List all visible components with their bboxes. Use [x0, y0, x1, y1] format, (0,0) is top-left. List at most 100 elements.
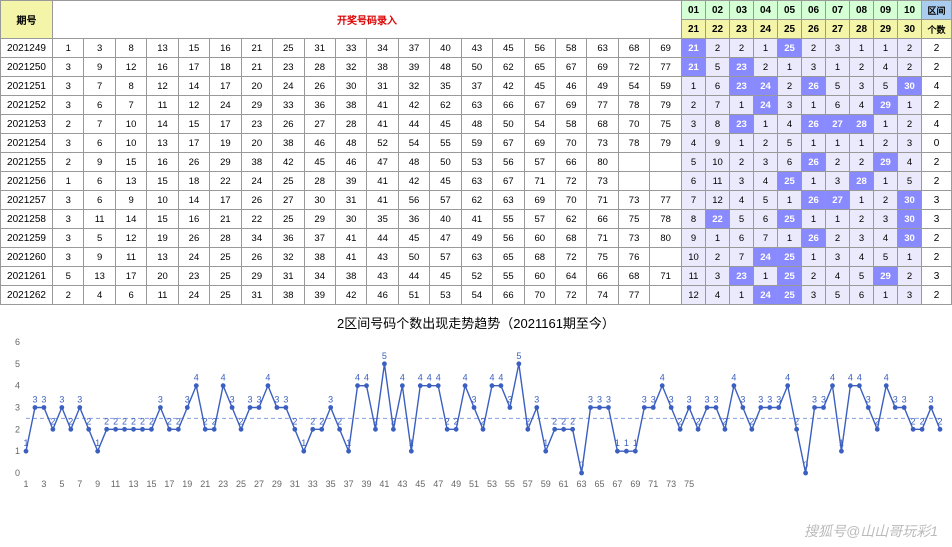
draw-cell: 46: [556, 77, 587, 96]
draw-cell: 9: [84, 153, 115, 172]
zone-cell: 3: [898, 134, 922, 153]
svg-text:3: 3: [41, 395, 46, 405]
draw-cell: 66: [493, 286, 524, 305]
table-row: 2021260391113242526323841435057636568727…: [1, 248, 952, 267]
svg-text:69: 69: [630, 479, 640, 489]
draw-cell: 12: [147, 77, 178, 96]
draw-cell: 38: [335, 96, 366, 115]
draw-cell: 26: [178, 153, 209, 172]
svg-text:1: 1: [15, 446, 20, 456]
svg-text:2: 2: [911, 416, 916, 426]
svg-text:3: 3: [507, 395, 512, 405]
draw-cell: 2: [53, 286, 84, 305]
svg-text:1: 1: [301, 438, 306, 448]
zone-cell: 2: [802, 39, 826, 58]
draw-cell: 32: [335, 58, 366, 77]
draw-cell: 48: [335, 134, 366, 153]
draw-cell: 73: [618, 229, 649, 248]
svg-text:4: 4: [489, 373, 494, 383]
zone-hit-cell: 24: [754, 286, 778, 305]
draw-cell: 13: [147, 134, 178, 153]
draw-cell: 29: [210, 153, 241, 172]
draw-cell: 79: [650, 134, 682, 153]
draw-cell: 58: [556, 39, 587, 58]
draw-cell: 45: [524, 77, 555, 96]
zone-cell: 1: [850, 134, 874, 153]
zone-hit-cell: 27: [826, 115, 850, 134]
svg-text:3: 3: [328, 395, 333, 405]
zone-cell: 1: [802, 210, 826, 229]
table-body: 2021249138131516212531333437404345565863…: [1, 39, 952, 305]
zone-cell: 10: [682, 248, 706, 267]
draw-cell: 41: [367, 172, 398, 191]
draw-cell: 11: [147, 96, 178, 115]
zone-cell: 6: [850, 286, 874, 305]
svg-text:2: 2: [149, 416, 154, 426]
svg-text:3: 3: [597, 395, 602, 405]
draw-cell: 60: [524, 267, 555, 286]
svg-text:0: 0: [15, 468, 20, 478]
header-row-1: 期号 开奖号码录入 01 02 03 04 05 06 07 08 09 10 …: [1, 1, 952, 20]
zone-cell: 4: [706, 286, 730, 305]
svg-text:3: 3: [274, 395, 279, 405]
draw-cell: 57: [430, 248, 461, 267]
draw-cell: 27: [273, 191, 304, 210]
draw-cell: 17: [210, 191, 241, 210]
svg-text:2: 2: [167, 416, 172, 426]
draw-cell: 3: [53, 210, 84, 229]
zone-cell: 2: [826, 229, 850, 248]
svg-text:3: 3: [77, 395, 82, 405]
svg-text:3: 3: [713, 395, 718, 405]
svg-text:3: 3: [866, 395, 871, 405]
zone-hit-cell: 26: [802, 115, 826, 134]
draw-cell: 25: [273, 39, 304, 58]
draw-cell: 38: [273, 286, 304, 305]
draw-cell: 29: [304, 210, 335, 229]
draw-cell: 12: [115, 58, 146, 77]
draw-cell: 41: [367, 191, 398, 210]
draw-cell: 77: [618, 286, 649, 305]
zone-cell: 1: [706, 229, 730, 248]
draw-cell: 2: [53, 153, 84, 172]
draw-cell: 42: [335, 286, 366, 305]
draw-cell: 24: [241, 172, 272, 191]
draw-cell: 58: [556, 115, 587, 134]
draw-cell: 31: [241, 286, 272, 305]
draw-cell: 17: [115, 267, 146, 286]
zone-cell: 1: [826, 210, 850, 229]
zone-cell: 3: [874, 210, 898, 229]
draw-cell: 57: [524, 153, 555, 172]
chart-title: 2区间号码个数出现走势趋势（2021161期至今）: [0, 313, 952, 332]
svg-text:4: 4: [731, 373, 736, 383]
svg-text:7: 7: [77, 479, 82, 489]
draw-cell: 31: [304, 39, 335, 58]
draw-cell: 69: [524, 134, 555, 153]
svg-text:4: 4: [15, 381, 20, 391]
draw-cell: 55: [493, 267, 524, 286]
draw-cell: 77: [650, 191, 682, 210]
svg-text:2: 2: [570, 416, 575, 426]
svg-text:5: 5: [59, 479, 64, 489]
draw-cell: 42: [273, 153, 304, 172]
draw-cell: 66: [493, 96, 524, 115]
draw-cell: 25: [273, 210, 304, 229]
draw-cell: 78: [618, 134, 649, 153]
table-row: 2021259351219262834363741444547495660687…: [1, 229, 952, 248]
draw-cell: 36: [398, 210, 429, 229]
draw-cell: 67: [493, 172, 524, 191]
zone-cell: 5: [850, 267, 874, 286]
draw-cell: 43: [461, 39, 492, 58]
lottery-table-container: 期号 开奖号码录入 01 02 03 04 05 06 07 08 09 10 …: [0, 0, 952, 305]
svg-text:2: 2: [722, 416, 727, 426]
period-cell: 2021255: [1, 153, 53, 172]
table-row: 2021250391216171821232832383948506265676…: [1, 58, 952, 77]
sub-col-30: 30: [898, 20, 922, 39]
draw-cell: [618, 172, 649, 191]
zone-cell: 5: [682, 153, 706, 172]
draw-cell: 59: [461, 134, 492, 153]
zone-cell: 11: [682, 267, 706, 286]
svg-text:31: 31: [290, 479, 300, 489]
svg-text:1: 1: [346, 438, 351, 448]
svg-text:3: 3: [248, 395, 253, 405]
svg-text:3: 3: [256, 395, 261, 405]
